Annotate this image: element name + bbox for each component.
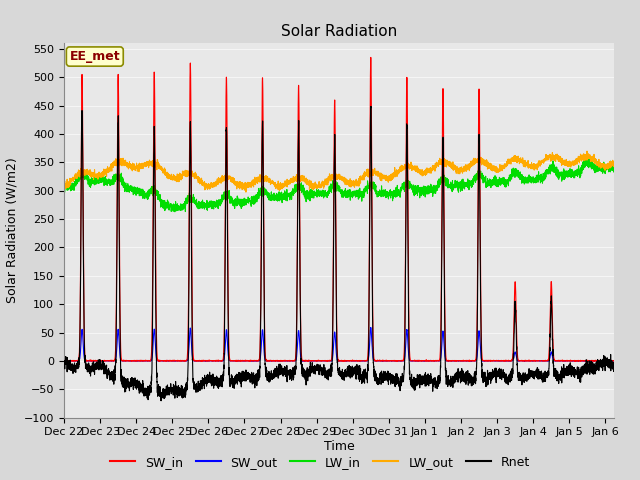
X-axis label: Time: Time bbox=[324, 440, 355, 453]
Title: Solar Radiation: Solar Radiation bbox=[281, 24, 397, 39]
Legend: SW_in, SW_out, LW_in, LW_out, Rnet: SW_in, SW_out, LW_in, LW_out, Rnet bbox=[105, 451, 535, 474]
Text: EE_met: EE_met bbox=[70, 50, 120, 63]
Y-axis label: Solar Radiation (W/m2): Solar Radiation (W/m2) bbox=[5, 157, 19, 303]
